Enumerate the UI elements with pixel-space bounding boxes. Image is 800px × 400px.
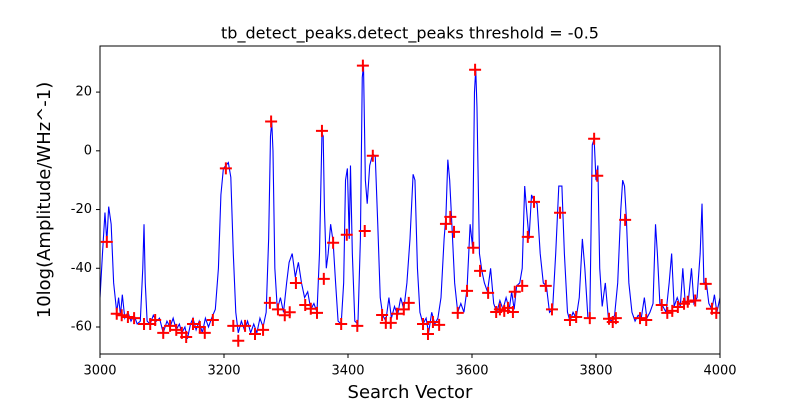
peak-marker <box>689 294 702 307</box>
peak-marker <box>402 296 415 309</box>
peak-marker <box>467 241 480 254</box>
peak-marker <box>263 296 276 309</box>
peak-marker <box>187 318 199 331</box>
x-tick-label: 3800 <box>579 364 612 379</box>
peak-marker <box>506 306 519 319</box>
peak-marker <box>521 230 534 243</box>
peak-marker <box>115 309 128 322</box>
peak-marker <box>444 210 457 223</box>
peak-marker <box>508 285 521 298</box>
peak-marker <box>170 323 183 336</box>
peak-marker <box>461 284 474 297</box>
peak-marker <box>206 313 219 326</box>
peak-marker <box>451 306 464 319</box>
chart-title: tb_detect_peaks.detect_peaks threshold =… <box>221 24 599 44</box>
peak-marker <box>474 264 487 277</box>
x-tick-label: 4000 <box>703 364 736 379</box>
peak-marker <box>219 162 232 175</box>
peak-marker <box>563 313 576 326</box>
peak-marker <box>384 316 397 329</box>
peak-marker <box>351 319 364 332</box>
x-tick-label: 3400 <box>331 364 364 379</box>
peak-marker <box>340 228 353 241</box>
peak-marker <box>634 312 647 325</box>
y-tick-label: -60 <box>71 319 92 334</box>
peak-marker <box>710 306 720 319</box>
peak-marker <box>421 328 434 341</box>
peak-marker <box>311 306 323 319</box>
y-axis-label: 10log(Amplitude/WHz^-1) <box>34 82 55 319</box>
peak-marker <box>265 115 278 128</box>
peak-marker <box>271 303 284 316</box>
peak-marker <box>358 224 371 237</box>
peak-marker <box>149 313 162 326</box>
peak-marker <box>583 312 596 325</box>
peak-marker <box>317 272 330 285</box>
peak-marker <box>198 326 211 339</box>
y-tick-label: -40 <box>71 261 92 276</box>
peak-marker <box>619 213 632 226</box>
peak-marker <box>315 124 328 137</box>
peak-marker <box>376 308 389 321</box>
peak-marker <box>227 319 240 332</box>
x-tick-label: 3200 <box>207 364 240 379</box>
peak-marker <box>591 169 604 182</box>
peak-marker <box>699 277 712 290</box>
y-tick-label: -20 <box>71 202 92 217</box>
peak-marker <box>439 217 452 230</box>
peak-marker <box>128 312 141 325</box>
peak-marker <box>397 303 410 316</box>
peak-marker <box>554 206 567 219</box>
peak-marker <box>516 279 529 292</box>
peak-marker <box>469 63 482 76</box>
peak-marker <box>609 312 622 325</box>
peak-marker <box>640 313 653 326</box>
peak-marker <box>327 236 340 249</box>
peak-marker <box>249 328 261 341</box>
peak-marker <box>539 279 552 292</box>
peak-marker <box>417 318 430 331</box>
peak-marker <box>588 132 601 145</box>
peak-marker <box>180 330 193 343</box>
axes-frame <box>99 45 721 355</box>
peak-marker <box>671 301 684 314</box>
x-tick-label: 3000 <box>83 364 116 379</box>
y-tick-label: 0 <box>84 143 92 158</box>
peak-marker <box>426 315 439 328</box>
peak-marker <box>232 334 245 347</box>
x-tick-label: 3600 <box>455 364 488 379</box>
peak-marker <box>304 302 317 315</box>
peak-marker <box>356 59 369 72</box>
peak-marker <box>655 298 668 311</box>
peak-marker <box>545 303 558 316</box>
peak-marker <box>570 311 583 324</box>
peak-marker <box>289 276 302 289</box>
peak-marker <box>239 319 252 332</box>
peak-marker <box>157 326 170 339</box>
peak-marker <box>366 149 379 162</box>
peak-marker <box>164 319 177 332</box>
plot-area <box>100 59 720 347</box>
peak-marker <box>390 307 403 320</box>
x-axis-label: Search Vector <box>348 382 474 400</box>
peak-marker <box>100 235 113 248</box>
peak-marker <box>121 311 134 324</box>
signal-line <box>100 65 720 339</box>
peak-marker <box>257 323 270 336</box>
peak-marker <box>335 318 348 331</box>
peak-marker <box>433 318 446 331</box>
peak-marker <box>681 295 694 308</box>
peak-marker <box>283 306 296 319</box>
peak-marker <box>448 225 461 238</box>
peak-marker <box>482 286 495 299</box>
y-tick-label: 20 <box>75 85 92 100</box>
peak-marker <box>528 195 540 208</box>
